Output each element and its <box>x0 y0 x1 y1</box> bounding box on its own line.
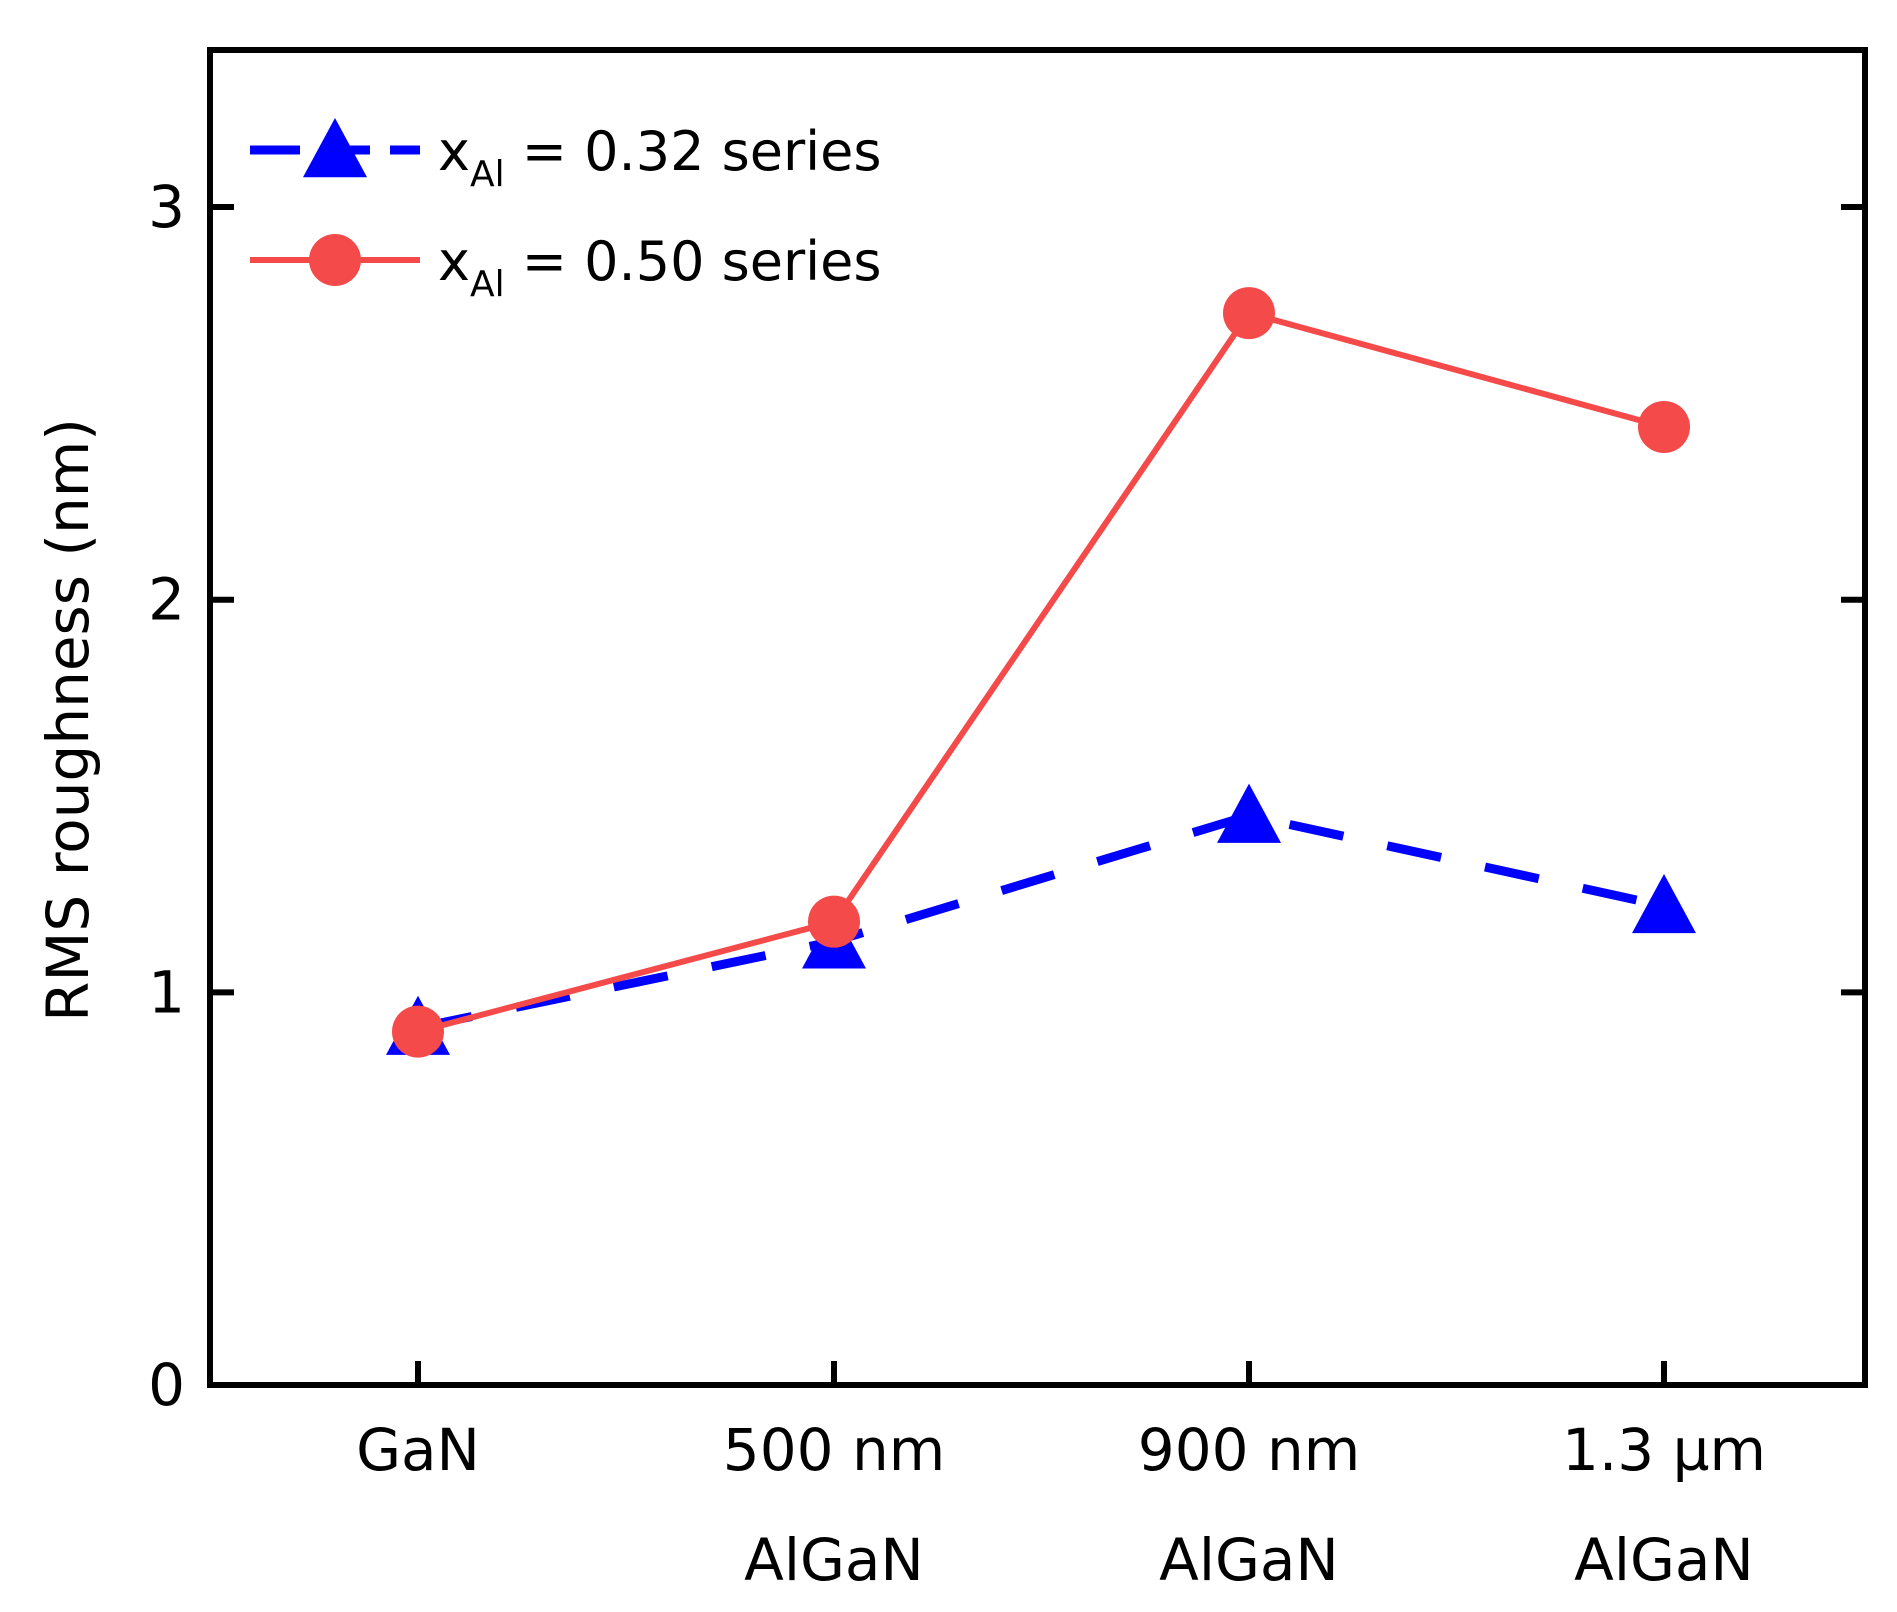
y-tick-label: 2 <box>148 566 185 634</box>
legend-label: xAl = 0.32 series <box>438 120 882 195</box>
x-tick-label: AlGaN <box>744 1526 924 1594</box>
x-tick-label: 1.3 µm <box>1562 1416 1766 1484</box>
data-point <box>808 895 860 948</box>
series-line <box>417 811 1665 1033</box>
y-axis-label: RMS roughness (nm) <box>34 418 102 1022</box>
data-point <box>1223 287 1275 340</box>
series-layer <box>386 287 1696 1058</box>
data-point <box>1638 400 1690 453</box>
legend-entry-1: xAl = 0.32 series <box>250 118 882 195</box>
series-2 <box>392 287 1690 1058</box>
data-point <box>392 1005 444 1058</box>
x-tick-label: 900 nm <box>1138 1416 1360 1484</box>
triangle-marker-icon <box>303 118 367 178</box>
x-tick-label: 500 nm <box>723 1416 945 1484</box>
circle-marker-icon <box>309 234 361 286</box>
y-tick-label: 3 <box>148 173 185 241</box>
x-tick-label: AlGaN <box>1159 1526 1339 1594</box>
legend-label: xAl = 0.50 series <box>438 230 882 305</box>
x-tick-label: GaN <box>356 1416 480 1484</box>
data-point <box>1632 873 1696 934</box>
y-tick-label: 1 <box>148 958 185 1026</box>
x-tick-label: AlGaN <box>1574 1526 1754 1594</box>
data-point <box>1217 783 1281 843</box>
legend: xAl = 0.32 series xAl = 0.50 series <box>250 118 882 305</box>
series-line <box>417 310 1665 1035</box>
legend-entry-2: xAl = 0.50 series <box>250 230 882 305</box>
y-tick-label: 0 <box>148 1351 185 1419</box>
axes-layer: 0 1 2 3 GaN 500 nm AlGaN 900 nm AlGaN 1.3 µm AlGaN <box>148 47 1868 1594</box>
plot-frame <box>207 47 1868 1388</box>
series-1 <box>386 783 1696 1055</box>
